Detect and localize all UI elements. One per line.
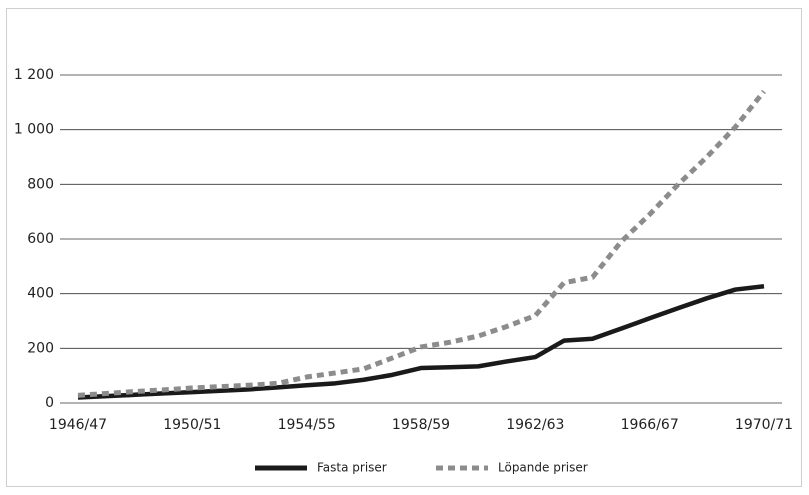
legend-label: Löpande priser [498, 461, 588, 475]
x-tick-label: 1946/47 [49, 417, 107, 433]
legend-label: Fasta priser [317, 461, 387, 475]
data-line [77, 89, 766, 398]
y-tick-label: 400 [27, 286, 54, 302]
y-tick-label: 600 [27, 231, 54, 247]
x-tick-label: 1958/59 [392, 417, 450, 433]
legend: Fasta priser Löpande priser [255, 461, 588, 475]
x-tick-label: 1966/67 [621, 417, 679, 433]
x-tick-label: 1970/71 [735, 417, 793, 433]
frame [6, 8, 802, 487]
y-tick-label: 200 [27, 340, 54, 356]
y-tick-label: 800 [27, 176, 54, 192]
x-tick-label: 1950/51 [163, 417, 221, 433]
y-tick-label: 1 200 [14, 67, 54, 83]
y-tick-label: 0 [45, 395, 54, 411]
x-tick-label: 1962/63 [506, 417, 564, 433]
x-tick-label: 1954/55 [278, 417, 336, 433]
y-tick-label: 1 000 [14, 122, 54, 138]
data-line [77, 284, 765, 400]
